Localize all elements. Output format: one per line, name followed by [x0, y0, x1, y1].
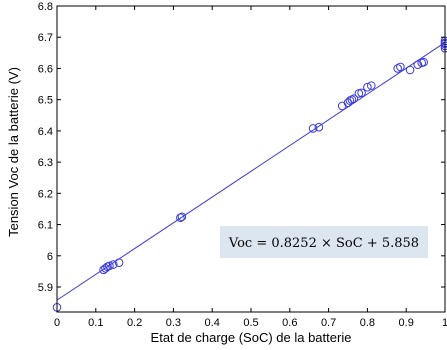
x-tick-label: 0.4	[205, 317, 220, 329]
y-tick-label: 5.9	[38, 282, 53, 294]
fit-line	[56, 42, 446, 301]
y-tick-label: 6.5	[38, 95, 53, 107]
data-point	[108, 260, 118, 269]
y-tick-label: 6.1	[38, 220, 53, 232]
data-point	[105, 261, 114, 271]
data-point	[357, 88, 366, 98]
y-tick-label: 6.2	[38, 188, 53, 200]
data-point	[314, 122, 324, 132]
data-point	[413, 60, 423, 70]
data-point	[103, 262, 112, 272]
y-tick-label: 6.4	[38, 126, 53, 138]
data-point	[345, 96, 355, 105]
x-tick-label: 0.9	[399, 317, 414, 329]
equation-annotation: Voc = 0.8252 × SoC + 5.858	[220, 226, 428, 258]
data-point	[176, 213, 185, 223]
data-point	[308, 124, 318, 133]
x-tick-label: 1	[442, 317, 447, 329]
x-tick-label: 0.5	[243, 317, 258, 329]
fit-line-layer	[56, 42, 446, 301]
x-tick-label: 0.2	[127, 317, 142, 329]
equation-box	[220, 226, 428, 258]
x-tick-label: 0	[54, 317, 60, 329]
equation-text: Voc = 0.8252 × SoC + 5.858	[228, 236, 419, 251]
x-tick-label: 0.8	[360, 317, 375, 329]
data-point	[114, 258, 124, 267]
data-point	[396, 62, 405, 72]
axes-layer: 0 0.1 0.2 0.3 0.4 0.5 0.6 0.7 0.8 0.9 1 5.9 6 6.1 6.2 6…	[38, 1, 447, 329]
x-tick-label: 0.6	[282, 317, 297, 329]
data-point	[419, 57, 428, 67]
y-tick-label: 6.8	[38, 1, 53, 13]
y-tick-label: 6.6	[38, 63, 53, 75]
data-point	[366, 81, 376, 90]
data-point	[347, 95, 357, 104]
x-tick-label: 0.7	[321, 317, 336, 329]
y-tick-label: 6.3	[38, 157, 53, 169]
data-point	[405, 65, 415, 75]
x-tick-label: 0.3	[166, 317, 181, 329]
x-tick-label: 0.1	[88, 317, 103, 329]
data-point	[349, 94, 359, 104]
x-axis-title: Etat de charge (SoC) de la batterie	[151, 330, 352, 345]
data-point	[177, 212, 187, 222]
y-tick-label: 6.7	[38, 32, 53, 44]
y-axis-title: Tension Voc de la batterie (V)	[6, 67, 21, 237]
data-point	[363, 82, 372, 92]
y-tick-label: 6	[47, 251, 53, 263]
